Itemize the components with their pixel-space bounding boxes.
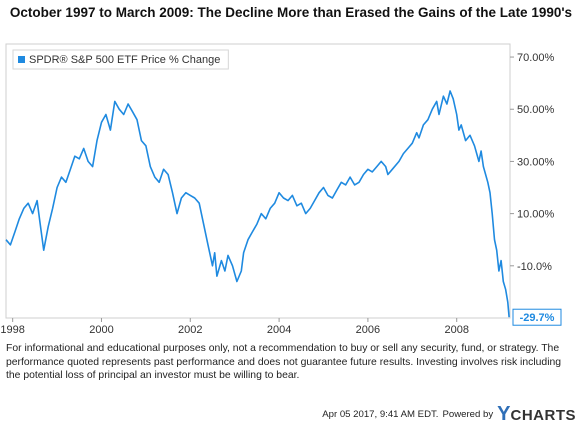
legend-swatch — [18, 56, 25, 63]
legend-label: SPDR® S&P 500 ETF Price % Change — [29, 54, 220, 66]
footer: Apr 05 2017, 9:41 AM EDT. Powered by Y C… — [322, 404, 576, 424]
x-tick-label: 2002 — [178, 324, 202, 336]
ycharts-logo[interactable]: Y CHARTS — [497, 404, 576, 424]
legend-box — [12, 49, 229, 70]
x-axis: 1998 2000 2002 2004 2006 2008 — [0, 318, 469, 336]
ycharts-logo-text: CHARTS — [510, 407, 576, 424]
plot-border — [5, 43, 511, 319]
ycharts-logo-y: Y — [497, 403, 511, 425]
footer-powered-by: Powered by — [442, 408, 494, 420]
y-tick-label: 70.00% — [517, 52, 555, 64]
y-tick-label: 10.00% — [517, 209, 555, 221]
x-tick-label: 2004 — [267, 324, 291, 336]
chart-area: 70.00% 50.00% 30.00% 10.00% -10.0% 1998 2000 2… — [0, 43, 562, 336]
y-tick-label: 30.00% — [517, 156, 555, 168]
chart-title: October 1997 to March 2009: The Decline … — [9, 5, 573, 20]
series-layer — [5, 90, 510, 318]
series-line — [5, 90, 510, 318]
y-axis: 70.00% 50.00% 30.00% 10.00% -10.0% — [510, 52, 555, 273]
plot-frame — [5, 43, 511, 319]
last-value-badge[interactable]: -29.7% — [512, 308, 562, 326]
x-tick-label: 2006 — [356, 324, 380, 336]
last-value-box — [512, 308, 562, 326]
disclaimer-text: For informational and educational purpos… — [6, 343, 562, 382]
x-tick-label: 2000 — [89, 324, 113, 336]
x-tick-label: 1998 — [0, 324, 24, 336]
y-tick-label: -10.0% — [517, 261, 552, 273]
legend: SPDR® S&P 500 ETF Price % Change — [12, 49, 229, 70]
x-tick-label: 2008 — [444, 324, 468, 336]
last-value-label: -29.7% — [520, 312, 555, 324]
footer-timestamp: Apr 05 2017, 9:41 AM EDT. — [322, 408, 439, 420]
y-tick-label: 50.00% — [517, 104, 555, 116]
